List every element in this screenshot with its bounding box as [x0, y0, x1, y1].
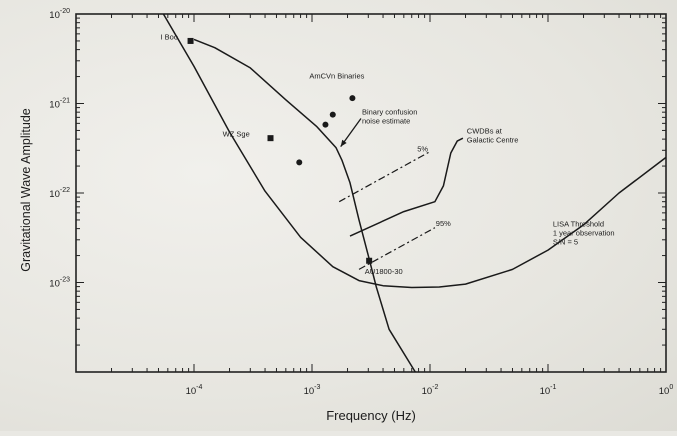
x-axis-label: Frequency (Hz): [326, 408, 416, 423]
x-tick-label: 10-4: [186, 384, 203, 397]
x-tick-label: 100: [659, 384, 674, 397]
annotation-wzsge: WZ Sge: [223, 129, 250, 138]
ticks: [75, 14, 666, 373]
y-tick-label: 10-23: [49, 277, 70, 290]
x-tick-label: 10-1: [540, 384, 557, 397]
x-tick-label: 10-2: [422, 384, 439, 397]
annotations-layer: I Boo WZ Sge AmCVn Binaries Binary confusio…: [160, 32, 614, 275]
plot-frame: [75, 13, 667, 373]
annotation-cwdb: Galactic Centre: [467, 136, 519, 145]
marker-square: [366, 257, 373, 264]
series-line-0: [162, 14, 666, 289]
annotation-confusion: Binary confusion: [362, 108, 417, 117]
annotation-cwdb: CWDBs at: [467, 127, 503, 136]
marker-dot: [349, 95, 356, 102]
annotation-amcvn: AmCVn Binaries: [309, 72, 364, 81]
annotation-lisa: S/N = 5: [553, 238, 578, 247]
tick-labels: 10-4 10-3 10-2 10-1 100 10-20 10-21 10-22 10-23: [49, 8, 673, 397]
series-layer: [162, 14, 666, 372]
y-tick-label: 10-21: [49, 98, 70, 111]
annotation-confusion: noise estimate: [362, 117, 410, 126]
annotation-lisa: LISA Threshold: [553, 220, 604, 229]
marker-dot: [322, 121, 329, 128]
annotation-au1800: AU1800-30: [365, 267, 403, 276]
y-tick-label: 10-22: [49, 187, 70, 200]
annotation-lisa: 1 year observation: [553, 229, 615, 238]
marker-square: [267, 135, 274, 142]
y-axis-label: Gravitational Wave Amplitude: [19, 108, 33, 272]
y-tick-label: 10-20: [49, 8, 70, 21]
annotation-iboo: I Boo: [160, 32, 178, 41]
x-tick-label: 10-3: [304, 384, 321, 397]
series-line-1: [193, 38, 416, 372]
markers-layer: [187, 37, 373, 264]
marker-square: [187, 37, 194, 44]
annotation-p5: 5%: [417, 145, 428, 154]
series-line-3: [338, 151, 431, 203]
series-line-2: [349, 137, 464, 237]
marker-dot: [296, 159, 303, 166]
marker-dot: [329, 111, 336, 118]
arrow-head: [340, 139, 347, 147]
annotation-p95: 95%: [436, 219, 451, 228]
